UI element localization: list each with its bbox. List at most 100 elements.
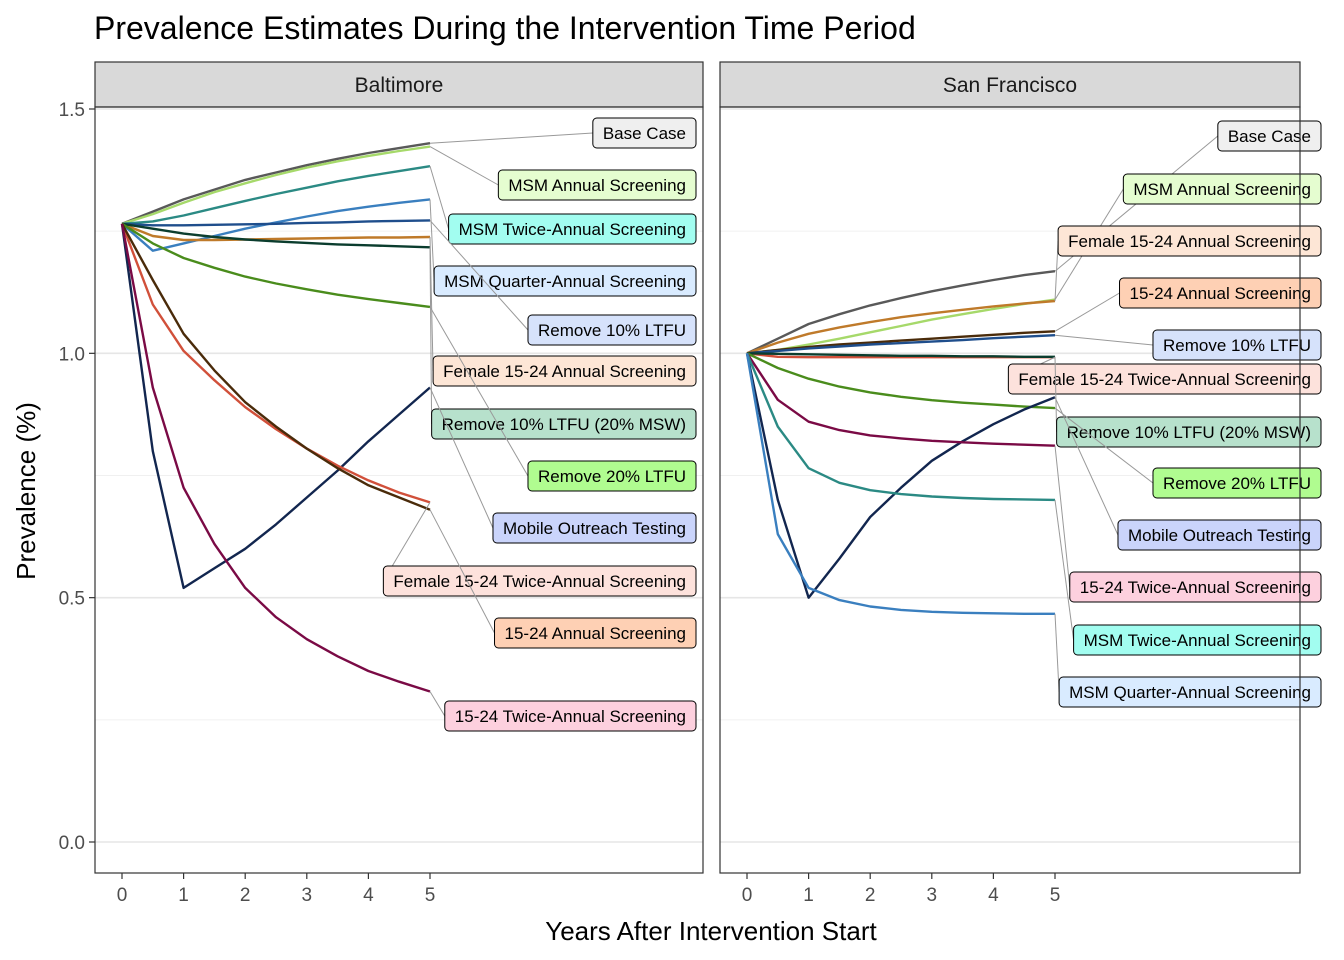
- series-label-box: [1119, 277, 1322, 309]
- series-line-remove-20-ltfu: [746, 352, 1056, 410]
- series-label: Remove 10% LTFU: [1163, 336, 1311, 355]
- facet-strip-label: San Francisco: [943, 74, 1077, 97]
- series-label: Mobile Outreach Testing: [503, 519, 686, 538]
- y-tick-label: 1.0: [59, 344, 85, 365]
- leader-line: [1054, 292, 1120, 332]
- series-label: Base Case: [603, 124, 686, 143]
- panel-baltimore: Baltimore Base Case MSM Annual Screening MS…: [59, 61, 704, 906]
- series-label-box: [444, 700, 697, 732]
- x-tick-label: 1: [803, 885, 814, 906]
- series-line-base-case: [121, 142, 431, 225]
- series-line-female-15-24-annual-screening: [121, 222, 431, 242]
- series-label: MSM Annual Screening: [1133, 180, 1311, 199]
- leader-line: [1054, 499, 1075, 641]
- series-line-remove-10-ltfu-20-msw-: [121, 222, 431, 249]
- series-label: Remove 10% LTFU: [538, 321, 686, 340]
- x-tick-label: 4: [363, 885, 374, 906]
- series-label-box: [382, 565, 697, 597]
- leader-line: [1054, 240, 1059, 302]
- leader-line: [1054, 613, 1060, 693]
- series-label: Female 15-24 Twice-Annual Screening: [393, 572, 686, 591]
- leader-line: [429, 166, 450, 230]
- x-tick-label: 5: [425, 885, 436, 906]
- series-line-remove-10-ltfu-20-msw-: [746, 352, 1055, 358]
- series-label: Remove 10% LTFU (20% MSW): [442, 415, 686, 434]
- series-label: MSM Twice-Annual Screening: [459, 220, 686, 239]
- x-tick-label: 4: [988, 885, 999, 906]
- series-label: Remove 20% LTFU: [1163, 474, 1311, 493]
- series-label: Female 15-24 Annual Screening: [443, 362, 686, 381]
- series-line-msm-quarter-annual-screening: [121, 198, 431, 252]
- series-label-box: [1007, 363, 1322, 395]
- series-label-box: [1057, 225, 1322, 257]
- y-tick-label: 0.0: [59, 833, 85, 854]
- series-label-box: [431, 408, 697, 440]
- leader-line: [429, 146, 499, 186]
- series-line-msm-twice-annual-screening: [121, 165, 431, 225]
- series-label: MSM Twice-Annual Screening: [1084, 631, 1311, 650]
- leader-line: [429, 220, 529, 331]
- x-tick-label: 2: [240, 885, 251, 906]
- leader-line: [1054, 407, 1154, 484]
- series-label-box: [1122, 173, 1322, 205]
- x-tick-label: 2: [865, 885, 876, 906]
- series-label-box: [592, 117, 697, 149]
- series-label-box: [527, 314, 697, 346]
- series-label-box: [494, 617, 697, 649]
- series-label-box: [1117, 519, 1322, 551]
- panel-san-francisco: San Francisco Base Case MSM Annual Screeni…: [719, 61, 1322, 906]
- x-tick-label: 5: [1050, 885, 1061, 906]
- leader-line: [429, 132, 593, 144]
- series-label: 15-24 Annual Screening: [505, 624, 686, 643]
- x-tick-label: 0: [117, 885, 128, 906]
- panels: MSM Quarter-Annual Screening Baltimore Bas…: [59, 61, 1322, 906]
- x-tick-label: 1: [178, 885, 189, 906]
- y-tick-label: 0.5: [59, 589, 85, 610]
- series-label-box: [1152, 329, 1322, 361]
- x-tick-label: 3: [927, 885, 938, 906]
- series-label: 15-24 Annual Screening: [1130, 284, 1311, 303]
- series-line-remove-10-ltfu: [121, 219, 431, 227]
- leader-line: [429, 247, 433, 425]
- series-label: 15-24 Twice-Annual Screening: [455, 707, 686, 726]
- series-label: MSM Annual Screening: [508, 176, 686, 195]
- series-line-base-case: [746, 270, 1056, 355]
- series-label-box: [433, 265, 697, 297]
- series-label: Base Case: [1228, 127, 1311, 146]
- series-line-msm-annual-screening: [746, 298, 1056, 355]
- leader-line: [429, 199, 435, 282]
- chart-title: Prevalence Estimates During the Interven…: [94, 10, 916, 46]
- y-tick-label: 1.5: [59, 100, 85, 121]
- series-label-box: [1152, 467, 1322, 499]
- series-line-15-24-annual-screening: [746, 330, 1056, 355]
- series-line-female-15-24-annual-screening: [746, 299, 1056, 355]
- panel-border: [719, 106, 1301, 874]
- series-line-mobile-outreach-testing: [745, 353, 1056, 599]
- series-label: Mobile Outreach Testing: [1128, 526, 1311, 545]
- series-label-box: [1058, 676, 1322, 708]
- series-label-box: [1217, 120, 1322, 152]
- leader-line: [429, 387, 494, 529]
- series-label-box: [432, 355, 697, 387]
- x-tick-label: 3: [302, 885, 313, 906]
- leader-line: [429, 306, 529, 477]
- x-tick-label: 0: [742, 885, 753, 906]
- series-label-box: [448, 213, 697, 245]
- series-line-remove-10-ltfu: [746, 334, 1056, 355]
- y-axis-title: Prevalence (%): [11, 402, 41, 580]
- panel-border: [94, 106, 704, 874]
- leader-line: [429, 509, 495, 634]
- leader-line: [429, 691, 446, 717]
- series-line-15-24-twice-annual-screening: [120, 223, 431, 693]
- series-line-15-24-annual-screening: [120, 223, 431, 511]
- series-label: Remove 10% LTFU (20% MSW): [1067, 423, 1311, 442]
- series-line-msm-quarter-annual-screening: [745, 353, 1055, 615]
- series-label-box: [1056, 416, 1322, 448]
- series-label: 15-24 Twice-Annual Screening: [1080, 578, 1311, 597]
- x-axis-title: Years After Intervention Start: [545, 916, 877, 946]
- series-label-box: [527, 460, 697, 492]
- leader-line: [1054, 445, 1071, 588]
- series-label-box: [1073, 624, 1322, 656]
- leader-line: [1054, 356, 1058, 433]
